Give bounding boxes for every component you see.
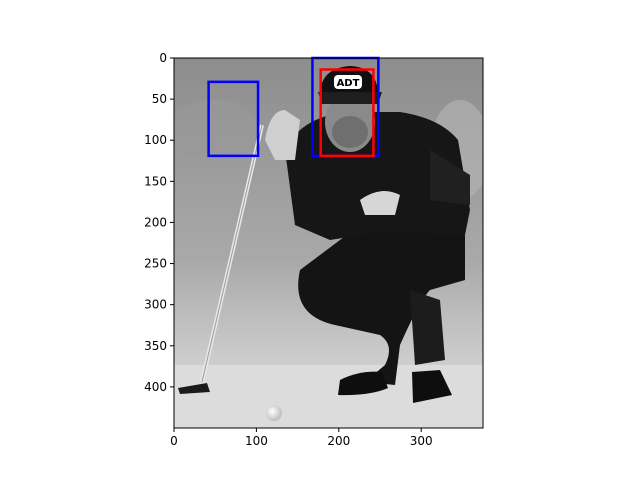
y-tick-label: 250 [144,257,167,271]
y-tick-label: 350 [144,339,167,353]
x-tick-label: 200 [327,434,350,448]
x-tick-label: 100 [245,434,268,448]
axes-frame [173,57,484,429]
y-tick-label: 100 [144,133,167,147]
y-tick-label: 50 [152,92,167,106]
golf-ball [266,405,282,421]
y-tick-label: 150 [144,174,167,188]
y-tick-label: 400 [144,380,167,394]
y-axis: 0 50 100 150 200 250 300 350 400 [144,51,174,394]
blue-box-left [207,80,260,158]
red-box-head [319,68,375,158]
y-tick-label: 300 [144,298,167,312]
photo: ADT [174,58,483,428]
cap-logo-text: ADT [337,78,360,89]
x-axis: 0 100 200 300 [170,428,433,448]
y-tick-label: 0 [159,51,167,65]
golfer: ADT [265,66,470,403]
x-tick-label: 300 [410,434,433,448]
x-tick-label: 0 [170,434,178,448]
bounding-boxes [207,56,380,158]
y-tick-label: 200 [144,215,167,229]
